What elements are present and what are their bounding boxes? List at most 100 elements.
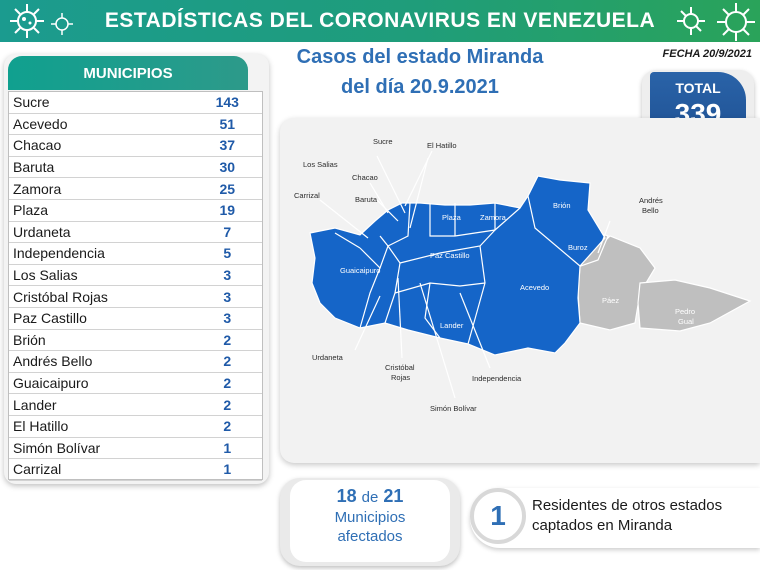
map-label-pedro-gual-line2: Gual	[678, 317, 694, 326]
municipio-cases: 2	[223, 331, 232, 348]
map-region-pedro-gual	[637, 279, 752, 332]
municipio-name: Guaicaipuro	[13, 375, 89, 392]
municipio-cases: 25	[219, 180, 236, 197]
map-label-simon-bolivar: Simón Bolívar	[430, 404, 477, 413]
municipios-table: Sucre 143 Acevedo 51 Chacao 37 Baruta 30 Zamora 2…	[8, 91, 263, 481]
map-label-buroz: Buroz	[568, 243, 588, 252]
table-row: Chacao 37	[9, 135, 262, 157]
map-label-zamora: Zamora	[480, 213, 507, 222]
table-row: Simón Bolívar 1	[9, 438, 262, 460]
leader-lines	[319, 150, 611, 399]
table-row: Urdaneta 7	[9, 222, 262, 244]
table-row: Zamora 25	[9, 178, 262, 200]
table-row: Guaicaipuro 2	[9, 373, 262, 395]
map-label-independencia: Independencia	[472, 374, 522, 383]
stat-line-municipios: Municipios	[334, 509, 406, 526]
municipio-cases: 3	[223, 267, 232, 284]
map-label-carrizal: Carrizal	[294, 191, 320, 200]
municipios-stat: 18 de 21 Municipios afectados	[290, 480, 450, 562]
municipio-name: Andrés Bello	[13, 353, 93, 370]
municipio-cases: 1	[223, 439, 232, 456]
map-label-andres-bello-line2: Bello	[642, 206, 659, 215]
residents-text-line2: captados en Miranda	[532, 517, 673, 534]
residents-text: Residentes de otros estados captados en …	[532, 496, 757, 536]
miranda-map: Plaza Zamora Brión Guaicaipuro Paz Casti…	[294, 137, 752, 413]
table-row: Plaza 19	[9, 200, 262, 222]
map-label-urdaneta: Urdaneta	[312, 353, 344, 362]
municipios-header: MUNICIPIOS	[8, 56, 248, 90]
map-label-paz-castillo: Paz Castillo	[430, 251, 470, 260]
map-region-affected	[309, 175, 606, 356]
map-label-acevedo: Acevedo	[520, 283, 549, 292]
municipio-name: Sucre	[13, 94, 50, 111]
municipio-name: Cristóbal Rojas	[13, 288, 108, 305]
municipio-name: Zamora	[13, 180, 62, 197]
table-row: Independencia 5	[9, 243, 262, 265]
map-label-pedro-gual-line1: Pedro	[675, 307, 695, 316]
municipio-cases: 143	[215, 94, 239, 111]
map-label-cristobal-rojas-line1: Cristóbal	[385, 363, 415, 372]
map-label-andres-bello-line1: Andrés	[639, 196, 663, 205]
municipio-cases: 1	[223, 461, 232, 478]
municipio-cases: 2	[223, 418, 232, 435]
residents-count: 1	[470, 488, 526, 544]
municipio-cases: 30	[219, 159, 236, 176]
stat-count: 18	[336, 486, 357, 506]
table-row: Cristóbal Rojas 3	[9, 286, 262, 308]
map-label-cristobal-rojas-line2: Rojas	[391, 373, 410, 382]
total-label: TOTAL	[675, 80, 721, 96]
table-row: Lander 2	[9, 394, 262, 416]
municipio-name: Paz Castillo	[13, 310, 87, 327]
municipio-cases: 2	[223, 353, 232, 370]
residents-text-line1: Residentes de otros estados	[532, 497, 723, 514]
map-label-chacao: Chacao	[352, 173, 378, 182]
map-label-lander: Lander	[440, 321, 464, 330]
table-row: Brión 2	[9, 330, 262, 352]
map-label-sucre: Sucre	[373, 137, 393, 146]
municipio-name: Carrizal	[13, 461, 62, 478]
map-label-los-salias: Los Salias	[303, 160, 338, 169]
municipio-cases: 3	[223, 310, 232, 327]
table-row: Acevedo 51	[9, 114, 262, 136]
municipio-cases: 2	[223, 375, 232, 392]
municipio-name: Plaza	[13, 202, 49, 219]
table-row: Carrizal 1	[9, 459, 262, 481]
municipio-name: Independencia	[13, 245, 105, 262]
table-row: El Hatillo 2	[9, 416, 262, 438]
date-label: FECHA 20/9/2021	[662, 48, 752, 60]
table-row: Andrés Bello 2	[9, 351, 262, 373]
banner-title: ESTADÍSTICAS DEL CORONAVIRUS EN VENEZUEL…	[104, 9, 656, 32]
stat-fraction: 18 de 21	[290, 486, 450, 507]
map-label-baruta: Baruta	[355, 195, 378, 204]
map-label-paez: Páez	[602, 296, 619, 305]
municipio-name: El Hatillo	[13, 418, 69, 435]
municipio-name: Lander	[13, 396, 57, 413]
municipio-name: Acevedo	[13, 115, 68, 132]
municipio-cases: 5	[223, 245, 232, 262]
table-row: Sucre 143	[9, 92, 262, 114]
municipio-cases: 3	[223, 288, 232, 305]
municipio-cases: 37	[219, 137, 236, 154]
virus-icon	[51, 13, 73, 35]
page-subtitle: del día 20.9.2021	[341, 76, 499, 98]
municipio-name: Brión	[13, 331, 46, 348]
virus-icon	[677, 7, 705, 35]
map-label-el-hatillo: El Hatillo	[427, 141, 457, 150]
table-row: Los Salias 3	[9, 265, 262, 287]
table-row: Paz Castillo 3	[9, 308, 262, 330]
municipio-name: Chacao	[13, 137, 62, 154]
municipio-cases: 19	[219, 202, 236, 219]
stat-de: de	[361, 489, 379, 506]
map-label-guaicaipuro: Guaicaipuro	[340, 266, 380, 275]
municipio-name: Los Salias	[13, 267, 78, 284]
municipality-borders	[334, 195, 581, 345]
page-title: Casos del estado Miranda	[296, 46, 544, 68]
municipio-name: Simón Bolívar	[13, 439, 101, 456]
municipio-name: Baruta	[13, 159, 55, 176]
stat-line-afectados: afectados	[337, 528, 403, 545]
municipio-cases: 7	[223, 223, 232, 240]
virus-icon	[10, 4, 44, 38]
municipio-cases: 2	[223, 396, 232, 413]
map-label-brion: Brión	[553, 201, 571, 210]
map-label-plaza: Plaza	[442, 213, 462, 222]
